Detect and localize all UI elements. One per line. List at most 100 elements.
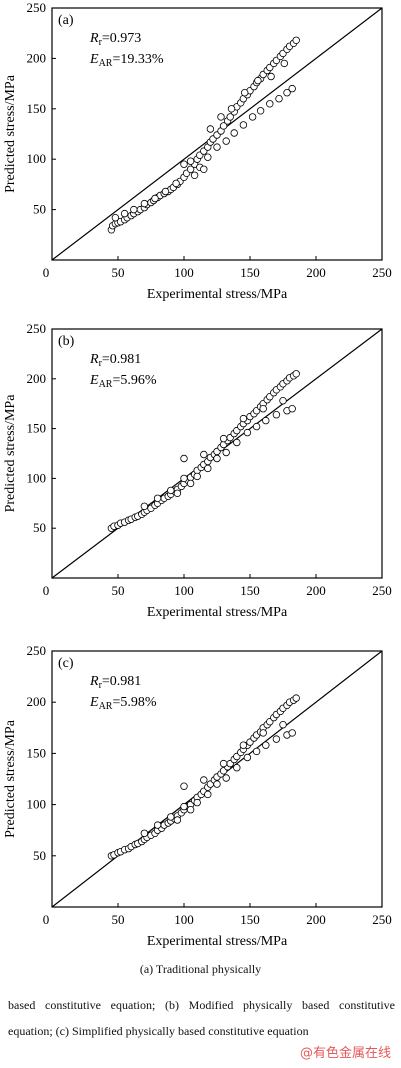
- data-point: [266, 100, 274, 108]
- chart-panel-3: 0 50 100 150 200 250 50 100 150 200 250 Experimenta…: [3, 643, 392, 949]
- stat-ear: EAR=5.98%: [89, 695, 157, 712]
- y-axis-title: Predicted stress/MPa: [3, 394, 18, 513]
- stat-symbol: R: [89, 674, 99, 689]
- data-point: [204, 153, 212, 161]
- x-tick-label: 200: [306, 583, 326, 598]
- x-tick-label: 0: [43, 265, 50, 280]
- stat-value: =19.33%: [112, 52, 163, 67]
- data-point: [180, 454, 188, 463]
- x-tick-label: 250: [372, 583, 392, 598]
- data-point: [283, 88, 291, 97]
- data-point: [167, 813, 175, 821]
- stat-r: Rr=0.973: [89, 31, 141, 48]
- x-tick-label: 50: [112, 912, 125, 927]
- data-point: [233, 764, 241, 772]
- data-point: [204, 790, 212, 799]
- plot-frame: [51, 328, 383, 579]
- data-point: [272, 735, 281, 743]
- x-axis-title: Experimental stress/MPa: [147, 934, 288, 949]
- data-point: [243, 753, 252, 762]
- data-point: [256, 107, 265, 115]
- data-point: [292, 36, 300, 44]
- x-tick-label: 250: [372, 912, 392, 927]
- y-tick-label: 250: [27, 643, 47, 658]
- data-point: [239, 121, 248, 129]
- data-point: [222, 774, 230, 782]
- y-tick-label: 50: [33, 520, 46, 535]
- data-point: [233, 438, 241, 447]
- stat-subscript: AR: [99, 379, 113, 390]
- stat-r: Rr=0.981: [89, 352, 141, 369]
- data-point: [213, 454, 221, 463]
- x-tick-label: 100: [174, 912, 194, 927]
- x-tick-label: 0: [43, 912, 50, 927]
- data-point: [252, 422, 261, 431]
- data-point: [292, 694, 300, 702]
- data-point: [153, 494, 162, 502]
- data-point: [186, 165, 195, 173]
- y-axis-title: Predicted stress/MPa: [3, 74, 18, 193]
- x-tick-label: 0: [43, 583, 50, 598]
- stat-symbol: R: [89, 31, 99, 46]
- data-point: [120, 209, 129, 218]
- data-point: [259, 729, 267, 737]
- data-point: [219, 759, 228, 768]
- data-point: [140, 502, 149, 510]
- x-axis-title: Experimental stress/MPa: [147, 605, 288, 620]
- data-point: [279, 721, 287, 729]
- plot-frame: [51, 7, 383, 261]
- y-tick-label: 100: [27, 797, 47, 812]
- x-tick-label: 100: [174, 265, 194, 280]
- data-point: [206, 125, 215, 133]
- stat-ear: EAR=5.96%: [89, 373, 157, 390]
- data-point: [230, 129, 238, 137]
- x-tick-label: 100: [174, 583, 194, 598]
- stat-value: =0.973: [102, 31, 141, 46]
- data-point: [227, 105, 236, 113]
- data-point: [173, 816, 182, 824]
- y-tick-label: 150: [27, 421, 47, 436]
- data-point: [259, 405, 267, 413]
- data-point: [193, 798, 201, 807]
- x-axis-title: Experimental stress/MPa: [147, 287, 288, 302]
- data-point: [130, 205, 138, 214]
- stat-value: =5.96%: [112, 373, 156, 388]
- data-point: [186, 479, 195, 488]
- data-point: [262, 416, 270, 425]
- x-tick-label: 200: [306, 265, 326, 280]
- data-point: [151, 194, 159, 203]
- data-point: [153, 821, 162, 829]
- y-tick-label: 150: [27, 101, 47, 116]
- data-point: [204, 464, 212, 473]
- data-point: [248, 113, 257, 121]
- data-point: [279, 397, 287, 405]
- data-point: [180, 782, 188, 790]
- x-tick-label: 250: [372, 265, 392, 280]
- data-point: [280, 59, 288, 68]
- panel-label: (b): [58, 334, 75, 349]
- data-point: [190, 171, 199, 179]
- data-point: [254, 76, 262, 85]
- stat-value: =0.981: [102, 674, 141, 689]
- stat-symbol: E: [89, 695, 99, 710]
- y-axis-title: Predicted stress/MPa: [3, 719, 18, 838]
- stat-subscript: AR: [99, 701, 113, 712]
- chart-panel-2: 0 50 100 150 200 250 50 100 150 200 250 Experimenta…: [3, 321, 392, 620]
- data-point: [167, 486, 175, 495]
- data-point: [213, 143, 221, 151]
- x-tick-label: 200: [306, 912, 326, 927]
- data-point: [161, 187, 170, 196]
- data-point: [219, 122, 228, 130]
- data-point: [140, 199, 149, 208]
- data-point: [140, 829, 149, 837]
- data-point: [288, 405, 296, 413]
- stat-value: =0.981: [102, 352, 141, 367]
- data-point: [193, 472, 201, 481]
- figure: 0 50 100 150 200 250 50 100 150 200 250 Experimenta…: [3, 0, 392, 949]
- data-point: [239, 741, 248, 749]
- chart-panel-1: 0 50 100 150 200 250 50 100 150 200 250 Experimenta…: [3, 0, 392, 302]
- stat-subscript: r: [99, 680, 103, 691]
- data-point: [292, 370, 300, 378]
- data-point: [222, 448, 230, 457]
- stat-subscript: r: [99, 358, 103, 369]
